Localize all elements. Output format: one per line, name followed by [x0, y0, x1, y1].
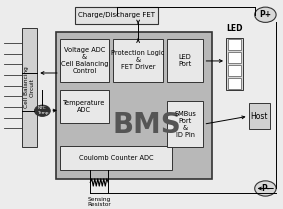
FancyBboxPatch shape — [22, 28, 37, 147]
Circle shape — [255, 181, 276, 196]
Text: Host: Host — [250, 112, 268, 121]
FancyBboxPatch shape — [167, 39, 203, 82]
Text: P-: P- — [261, 184, 270, 193]
FancyBboxPatch shape — [228, 65, 241, 76]
FancyBboxPatch shape — [60, 146, 172, 170]
FancyBboxPatch shape — [113, 39, 163, 82]
FancyBboxPatch shape — [55, 32, 212, 180]
FancyBboxPatch shape — [228, 78, 241, 89]
FancyBboxPatch shape — [248, 103, 270, 129]
Circle shape — [35, 105, 50, 116]
Text: Protection Logic
&
FET Driver: Protection Logic & FET Driver — [111, 50, 165, 70]
FancyBboxPatch shape — [60, 90, 109, 123]
Text: P+: P+ — [260, 10, 271, 19]
Text: NTC
Temp: NTC Temp — [37, 106, 48, 115]
FancyBboxPatch shape — [167, 101, 203, 147]
Text: BMS: BMS — [113, 111, 181, 139]
FancyBboxPatch shape — [228, 52, 241, 63]
FancyBboxPatch shape — [75, 7, 158, 24]
FancyBboxPatch shape — [228, 39, 241, 50]
FancyBboxPatch shape — [60, 39, 109, 82]
FancyBboxPatch shape — [226, 38, 243, 90]
Text: LED: LED — [226, 24, 243, 33]
Text: LED
Port: LED Port — [179, 54, 192, 67]
Text: Sensing
Resistor: Sensing Resistor — [87, 196, 111, 207]
Text: Temperature
ADC: Temperature ADC — [63, 100, 106, 113]
Text: Charge/Discharge FET: Charge/Discharge FET — [78, 12, 155, 18]
Circle shape — [255, 7, 276, 22]
Text: SMBus
Port
&
ID Pin: SMBus Port & ID Pin — [174, 111, 196, 138]
Text: Cell Balancing
Circuit: Cell Balancing Circuit — [24, 67, 35, 108]
Text: Voltage ADC
&
Cell Balancing
Control: Voltage ADC & Cell Balancing Control — [61, 47, 108, 74]
Text: Coulomb Counter ADC: Coulomb Counter ADC — [79, 155, 153, 161]
